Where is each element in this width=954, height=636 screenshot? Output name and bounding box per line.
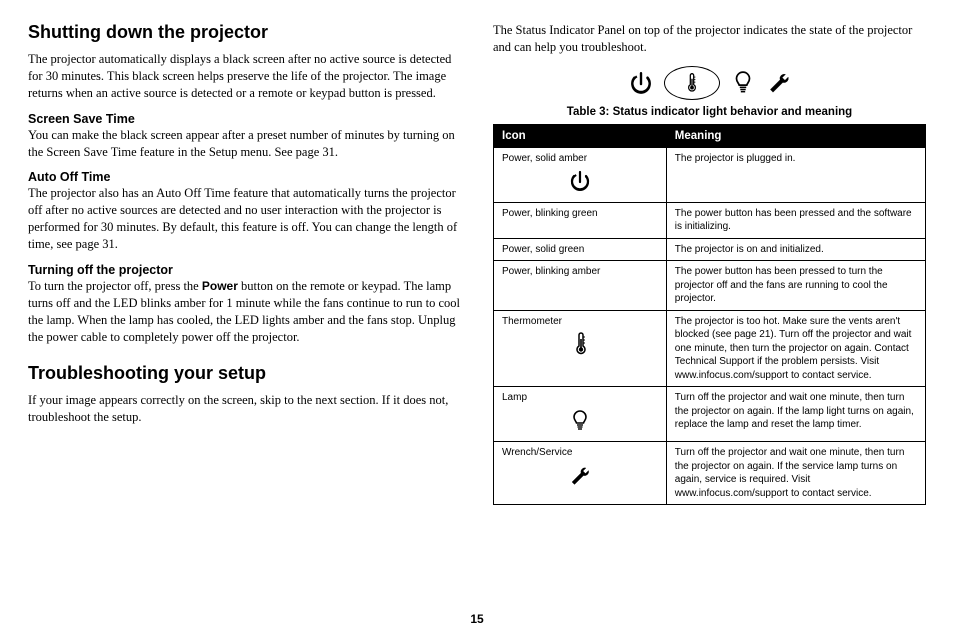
icon-label: Power, solid amber — [502, 152, 658, 166]
subhead-auto-off: Auto Off Time — [28, 170, 461, 184]
table-row: Power, solid amber The projector is plugg… — [494, 147, 926, 202]
heading-shutting-down: Shutting down the projector — [28, 22, 461, 43]
subhead-screen-save: Screen Save Time — [28, 112, 461, 126]
lamp-icon — [730, 70, 756, 96]
icon-label: Wrench/Service — [502, 446, 658, 460]
cell-meaning: The power button has been pressed and th… — [666, 202, 925, 238]
cell-meaning: Turn off the projector and wait one minu… — [666, 387, 925, 442]
power-word: Power — [202, 279, 238, 293]
th-icon: Icon — [494, 124, 667, 147]
para-screen-save: You can make the black screen appear aft… — [28, 127, 461, 161]
table-row: Thermometer The projector is too hot. Mak… — [494, 310, 926, 387]
wrench-icon — [766, 70, 792, 96]
status-table: Icon Meaning Power, solid amber The proje… — [493, 124, 926, 506]
cell-icon: Power, blinking green — [494, 202, 667, 238]
icon-label: Power, blinking amber — [502, 265, 658, 279]
cell-meaning: The projector is too hot. Make sure the … — [666, 310, 925, 387]
cell-icon: Power, blinking amber — [494, 261, 667, 311]
cell-icon: Power, solid green — [494, 238, 667, 261]
heading-troubleshooting: Troubleshooting your setup — [28, 363, 461, 384]
cell-meaning: The projector is plugged in. — [666, 147, 925, 202]
cell-icon: Thermometer — [494, 310, 667, 387]
icon-label: Thermometer — [502, 315, 658, 329]
para-auto-off: The projector also has an Auto Off Time … — [28, 185, 461, 253]
para-blackscreen: The projector automatically displays a b… — [28, 51, 461, 102]
table-row: Power, solid green The projector is on an… — [494, 238, 926, 261]
icon-label: Power, blinking green — [502, 207, 658, 221]
table-caption: Table 3: Status indicator light behavior… — [493, 106, 926, 118]
right-column: The Status Indicator Panel on top of the… — [493, 22, 926, 505]
th-meaning: Meaning — [666, 124, 925, 147]
thermometer-icon — [681, 70, 703, 96]
subhead-turning-off: Turning off the projector — [28, 263, 461, 277]
cell-icon: Lamp — [494, 387, 667, 442]
thermometer-icon-oval — [664, 66, 720, 100]
para-troubleshoot: If your image appears correctly on the s… — [28, 392, 461, 426]
icon-label: Power, solid green — [502, 243, 658, 257]
table-header-row: Icon Meaning — [494, 124, 926, 147]
para-turning-off: To turn the projector off, press the Pow… — [28, 278, 461, 346]
wrench-icon — [502, 460, 658, 493]
table-row: Lamp Turn off the projector and wait one … — [494, 387, 926, 442]
para-status-intro: The Status Indicator Panel on top of the… — [493, 22, 926, 56]
cell-meaning: The projector is on and initialized. — [666, 238, 925, 261]
cell-meaning: The power button has been pressed to tur… — [666, 261, 925, 311]
left-column: Shutting down the projector The projecto… — [28, 22, 461, 505]
thermometer-icon — [502, 328, 658, 361]
table-row: Power, blinking green The power button ha… — [494, 202, 926, 238]
status-icon-row — [493, 66, 926, 100]
table-row: Wrench/Service Turn off the projector and… — [494, 442, 926, 505]
cell-icon: Power, solid amber — [494, 147, 667, 202]
lamp-icon — [502, 405, 658, 438]
table-row: Power, blinking amber The power button ha… — [494, 261, 926, 311]
cell-icon: Wrench/Service — [494, 442, 667, 505]
power-icon — [502, 165, 658, 198]
page-number: 15 — [0, 612, 954, 626]
cell-meaning: Turn off the projector and wait one minu… — [666, 442, 925, 505]
icon-label: Lamp — [502, 391, 658, 405]
power-icon — [628, 70, 654, 96]
